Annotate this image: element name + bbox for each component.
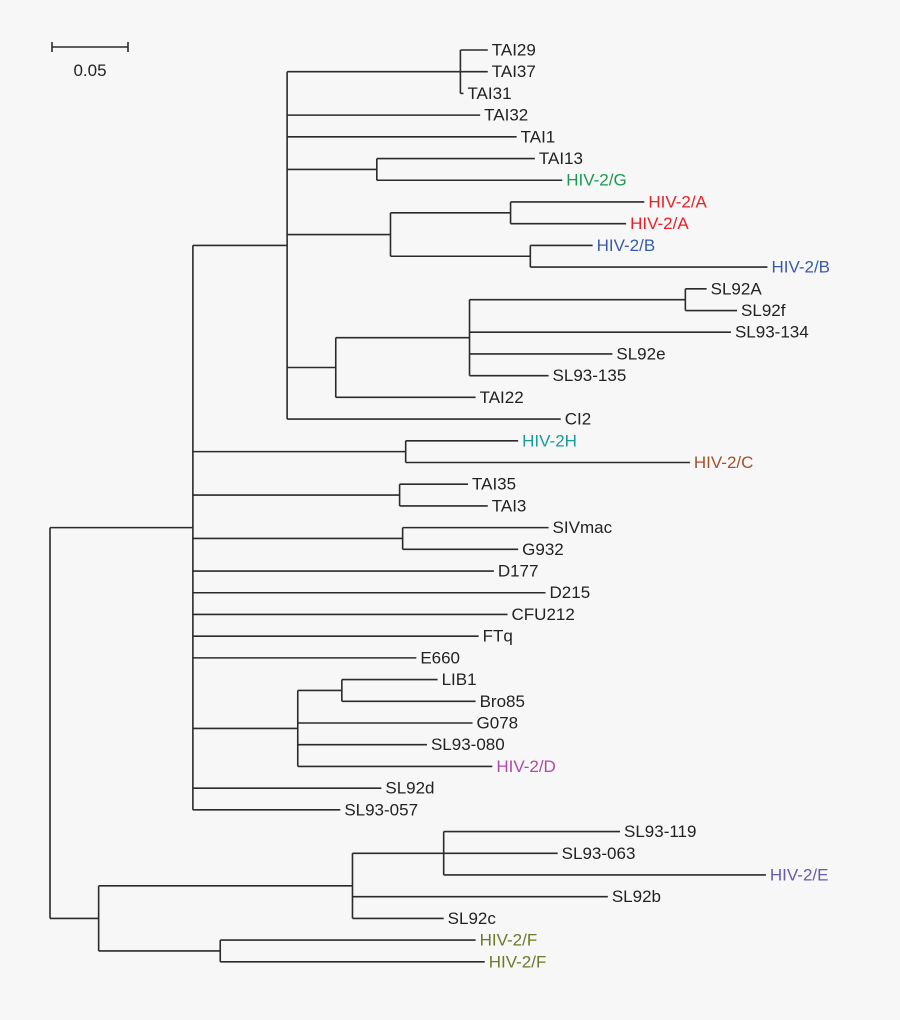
leaf-label: SL92f [741, 301, 786, 320]
scale-bar-label: 0.05 [73, 61, 106, 80]
leaf-label: D177 [498, 562, 539, 581]
leaf-label: CI2 [565, 410, 591, 429]
leaf-label: SL93-057 [344, 800, 418, 819]
leaf-label: SL92e [616, 344, 665, 363]
leaf-label: HIV-2/A [630, 214, 689, 233]
leaf-label: TAI29 [492, 40, 536, 59]
scale-bar: 0.05 [51, 42, 129, 80]
leaf-label: TAI1 [521, 127, 556, 146]
leaf-label: SL92A [711, 279, 763, 298]
leaf-label: SL93-135 [553, 366, 627, 385]
leaf-label: SL93-080 [431, 735, 505, 754]
leaf-label: G932 [522, 540, 564, 559]
leaf-label: TAI13 [539, 149, 583, 168]
leaf-label: HIV-2/A [648, 192, 707, 211]
leaf-label: HIV-2/B [597, 236, 656, 255]
leaf-label: HIV-2/C [694, 453, 754, 472]
leaf-label: LIB1 [442, 670, 477, 689]
leaf-label: HIV-2/F [489, 952, 547, 971]
leaf-label: SL92c [448, 909, 497, 928]
leaf-label: FTq [483, 627, 513, 646]
leaf-label: SIVmac [553, 518, 613, 537]
leaf-label: TAI35 [472, 475, 516, 494]
leaf-label: SL92b [612, 887, 661, 906]
leaf-label: HIV-2H [522, 431, 577, 450]
leaf-label: SL92d [385, 779, 434, 798]
leaf-label: G078 [477, 713, 519, 732]
leaf-label: CFU212 [512, 605, 575, 624]
leaf-label: HIV-2/B [771, 258, 830, 277]
leaf-label: TAI22 [480, 388, 524, 407]
leaf-label: Bro85 [480, 692, 525, 711]
leaf-label: TAI3 [492, 496, 527, 515]
leaf-label: D215 [550, 583, 591, 602]
leaf-label: TAI31 [467, 84, 511, 103]
leaf-label: HIV-2/G [566, 171, 626, 190]
leaf-label: E660 [420, 648, 460, 667]
leaf-label: HIV-2/E [770, 865, 829, 884]
leaf-label: HIV-2/D [496, 757, 556, 776]
tree-leaf-labels: TAI29 TAI37 TAI31 TAI32 TAI1 TAI13 HIV-2/G HIV-… [344, 40, 830, 971]
leaf-label: SL93-134 [735, 323, 809, 342]
leaf-label: TAI32 [484, 106, 528, 125]
leaf-label: HIV-2/F [480, 931, 538, 950]
leaf-label: SL93-063 [562, 844, 636, 863]
leaf-label: SL93-119 [624, 822, 696, 841]
tree-branches [49, 49, 768, 963]
leaf-label: TAI37 [492, 62, 536, 81]
